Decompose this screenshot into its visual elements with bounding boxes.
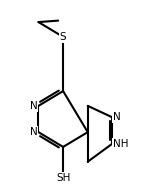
Text: N: N <box>30 101 38 111</box>
Text: SH: SH <box>56 173 70 183</box>
Text: N: N <box>30 127 38 137</box>
Text: NH: NH <box>113 139 129 149</box>
Text: S: S <box>60 32 66 42</box>
Text: N: N <box>113 112 121 122</box>
